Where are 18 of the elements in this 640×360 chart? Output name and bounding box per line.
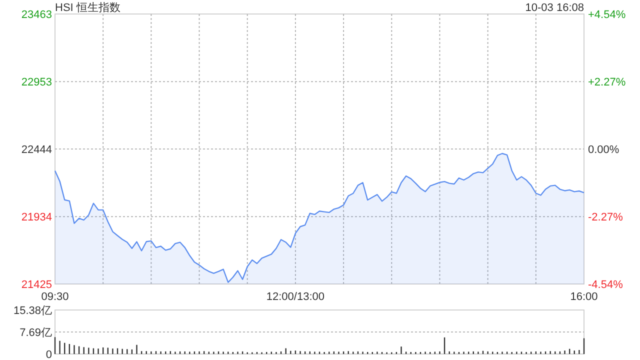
y2-tick-label: -2.27% (588, 212, 624, 224)
y2-tick-label: +4.54% (588, 9, 626, 21)
x-tick-label: 09:30 (41, 291, 69, 303)
y-tick-label: 0 (46, 349, 52, 360)
y2-tick-label: -4.54% (588, 279, 624, 291)
y-tick-label: 23463 (21, 9, 52, 21)
y-tick-label: 22444 (21, 144, 52, 156)
y2-tick-label: 0.00% (588, 144, 620, 156)
x-tick-label: 12:00/13:00 (266, 291, 325, 303)
chart-title: HSI 恒生指数 (55, 1, 120, 14)
y2-tick-label: +2.27% (588, 76, 626, 88)
y-tick-label: 22953 (21, 76, 52, 89)
y-tick-label: 7.69亿 (20, 327, 52, 339)
y-tick-label: 15.38亿 (13, 305, 52, 317)
y-tick-label: 21934 (21, 212, 52, 224)
x-tick-label: 16:00 (570, 291, 598, 303)
annotation: 10-03 16:08 (525, 2, 584, 14)
y-tick-label: 21425 (21, 279, 52, 291)
